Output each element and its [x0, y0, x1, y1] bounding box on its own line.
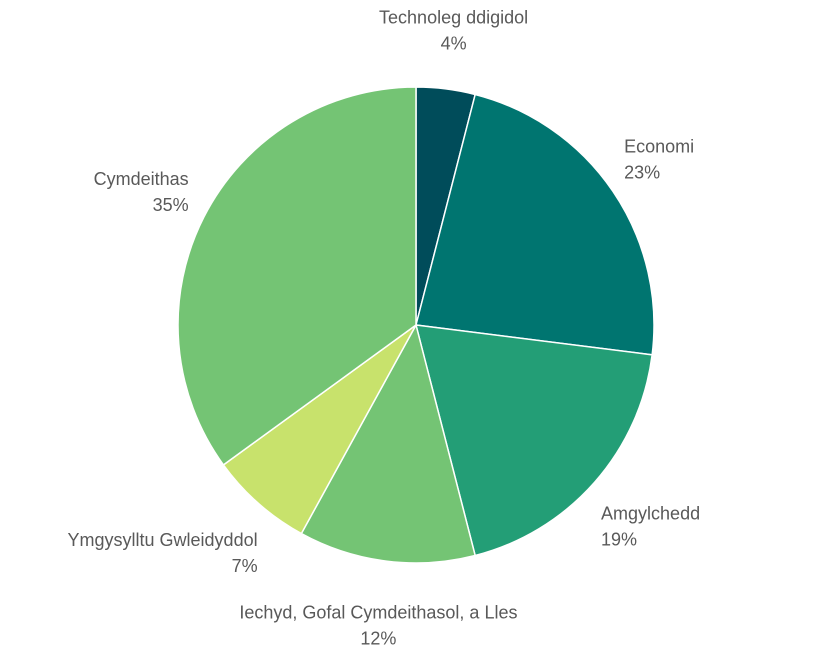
- slice-label-amgylchedd: Amgylchedd 19%: [601, 503, 700, 549]
- slice-label-iechyd-gofal-cymdeithasol-a-lles: Iechyd, Gofal Cymdeithasol, a Lles 12%: [239, 603, 517, 649]
- slices-layer: [177, 86, 655, 564]
- pie-slice-iechyd-gofal-cymdeithasol-a-lles: [300, 322, 477, 564]
- slice-category-label: Economi: [624, 136, 694, 156]
- slice-percent-label: 23%: [624, 162, 660, 182]
- slice-percent-label: 19%: [601, 529, 637, 549]
- slice-category-label: Cymdeithas: [94, 169, 189, 189]
- slice-category-label: Amgylchedd: [601, 503, 700, 523]
- slice-label-economi: Economi 23%: [624, 136, 694, 182]
- slice-label-technoleg-ddigidol: Technoleg ddigidol 4%: [379, 7, 528, 53]
- pie-slice-amgylchedd: [414, 324, 653, 557]
- pie-slice-economi: [415, 93, 655, 356]
- slice-category-label: Technoleg ddigidol: [379, 7, 528, 27]
- pie-slice-ymgysylltu-gwleidyddol: [222, 324, 417, 535]
- slice-percent-label: 12%: [360, 629, 396, 649]
- slice-label-ymgysylltu-gwleidyddol: Ymgysylltu Gwleidyddol 7%: [68, 530, 258, 576]
- slice-category-label: Iechyd, Gofal Cymdeithasol, a Lles: [239, 603, 517, 623]
- slice-category-label: Ymgysylltu Gwleidyddol: [68, 530, 258, 550]
- pie-slice-cymdeithas: [177, 86, 417, 466]
- labels-layer: Technoleg ddigidol 4% Economi 23% Amgylchedd…: [68, 7, 701, 648]
- slice-percent-label: 7%: [232, 556, 258, 576]
- slice-label-cymdeithas: Cymdeithas 35%: [94, 169, 189, 215]
- slice-percent-label: 35%: [153, 195, 189, 215]
- slice-percent-label: 4%: [441, 33, 467, 53]
